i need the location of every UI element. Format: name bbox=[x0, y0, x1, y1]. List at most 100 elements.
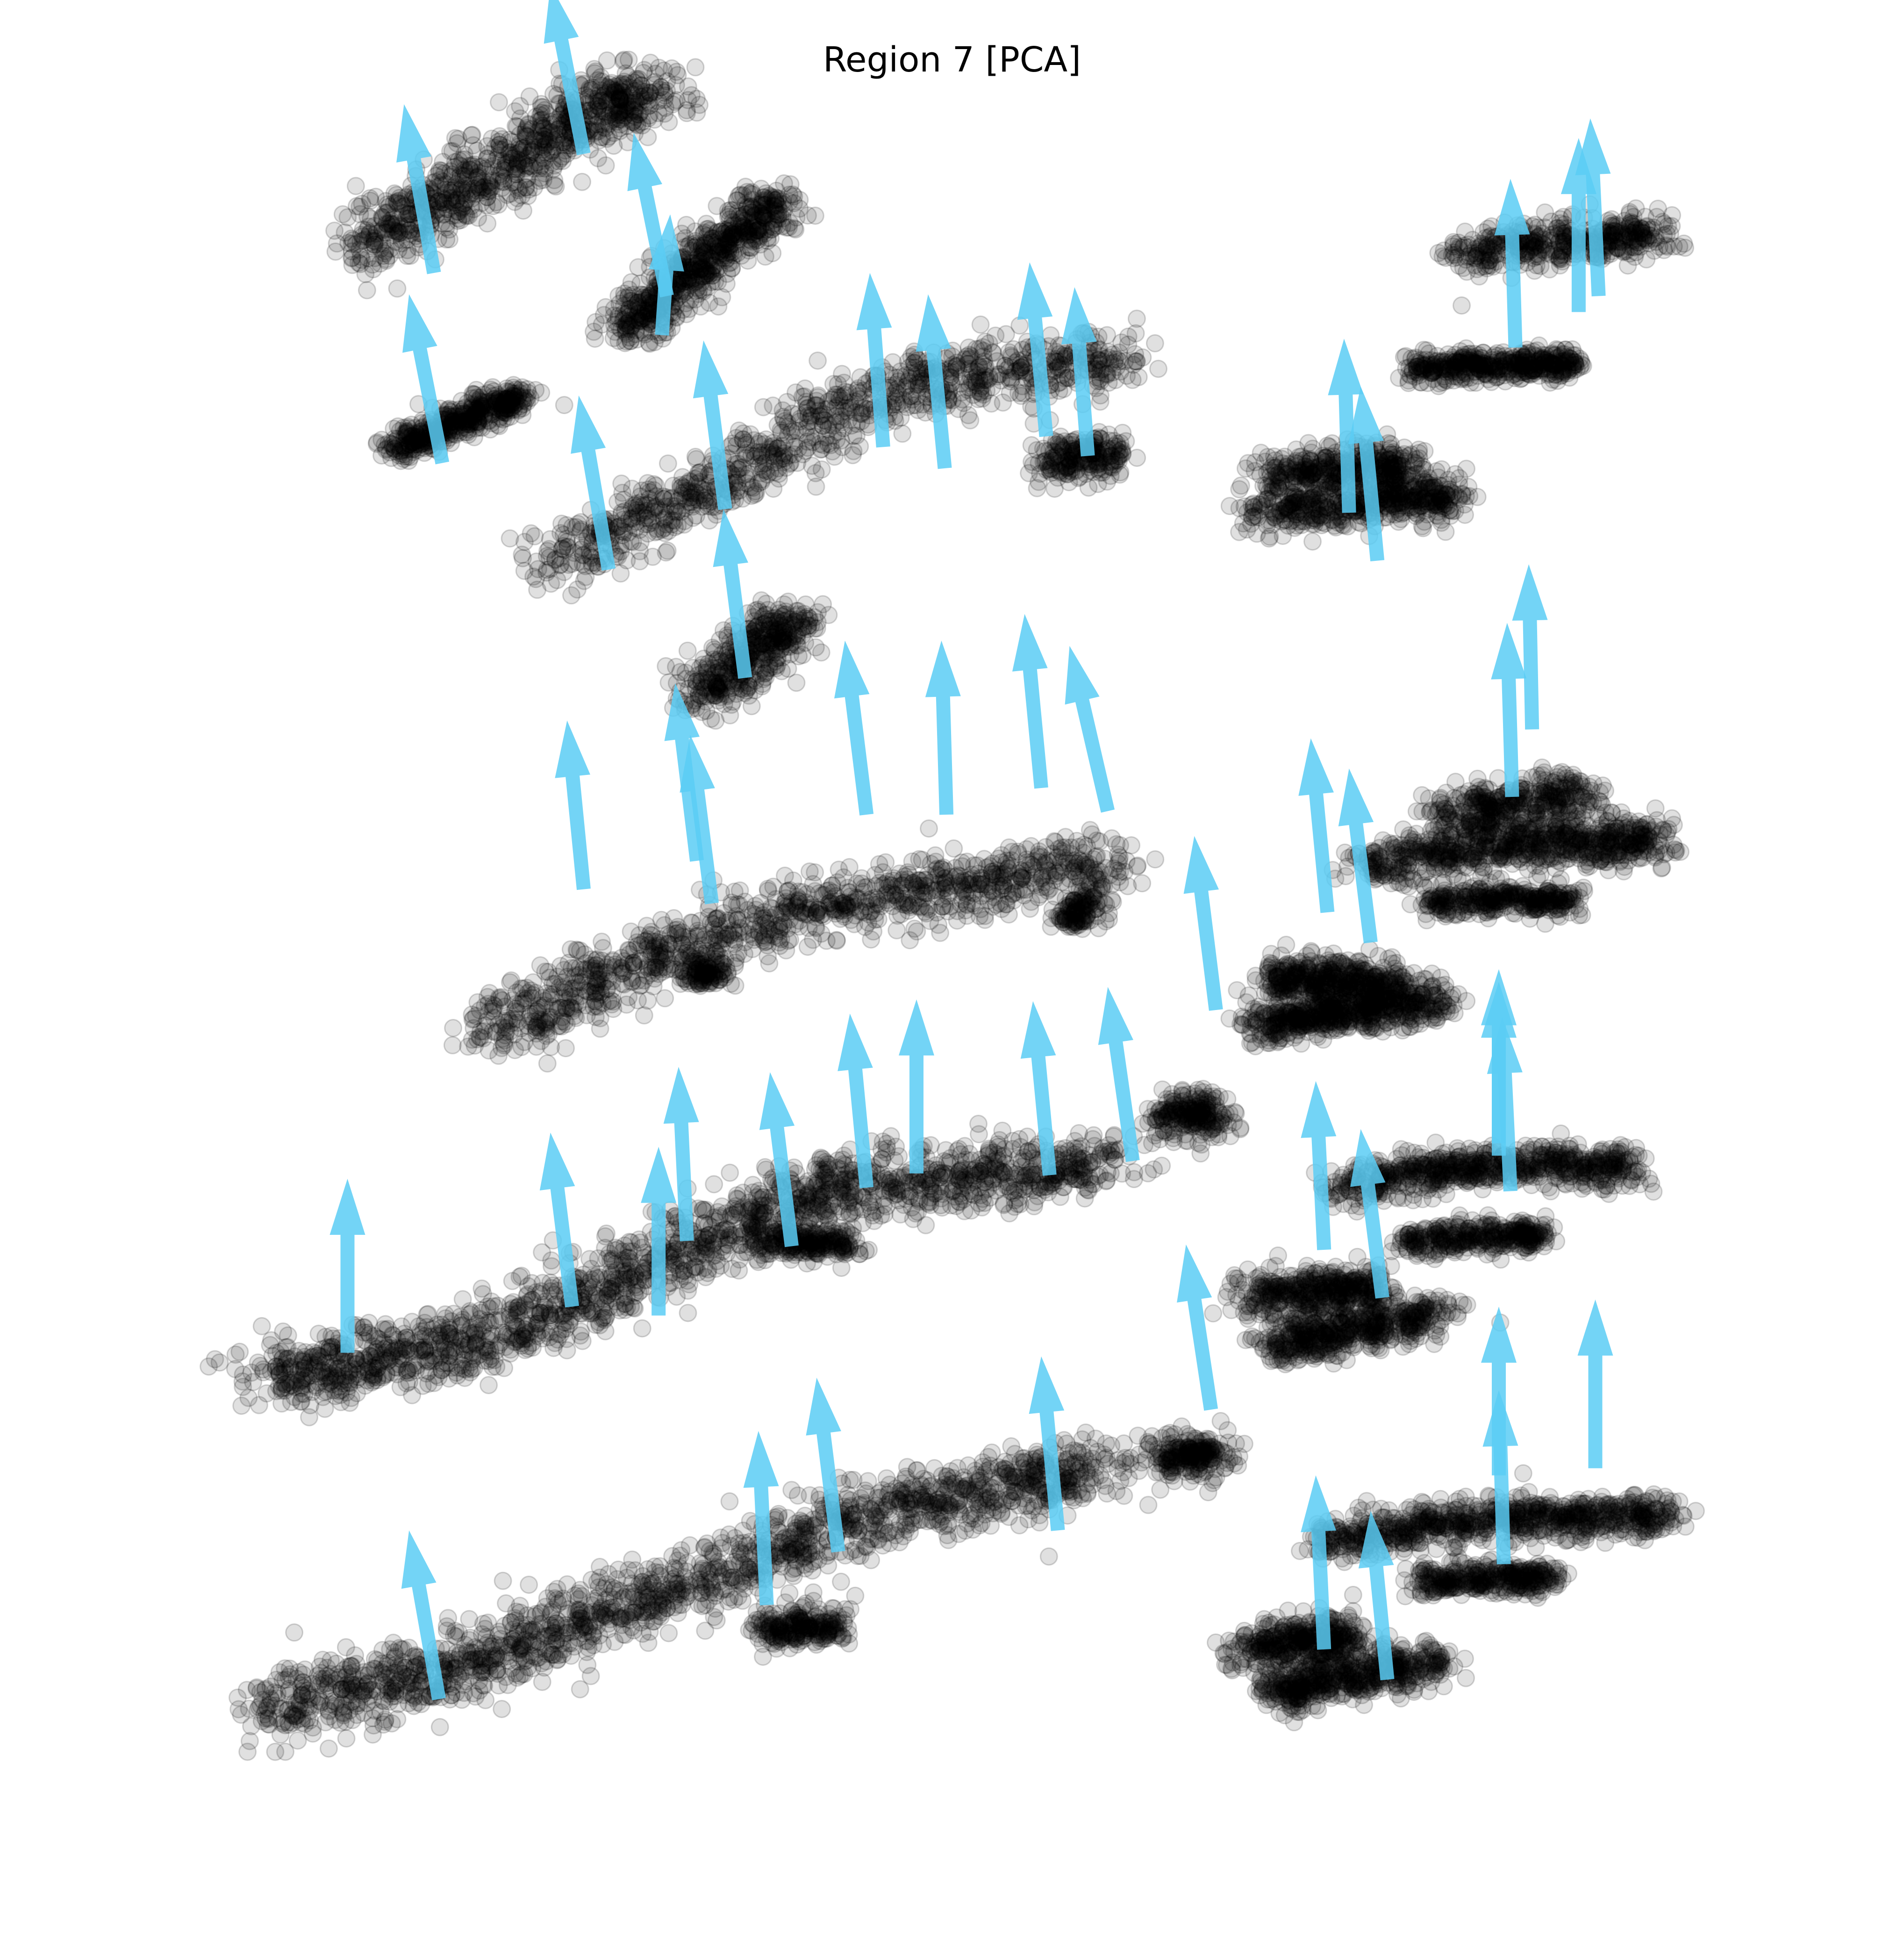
data-point bbox=[479, 215, 496, 232]
data-point bbox=[401, 436, 418, 453]
data-point bbox=[687, 59, 704, 76]
data-point bbox=[525, 568, 542, 585]
data-point bbox=[556, 397, 573, 414]
data-point bbox=[656, 511, 673, 528]
data-point bbox=[712, 238, 729, 255]
data-point bbox=[1633, 225, 1650, 242]
data-point bbox=[631, 553, 648, 570]
data-point bbox=[962, 350, 979, 366]
data-point bbox=[690, 469, 707, 486]
data-point bbox=[515, 550, 531, 566]
data-point bbox=[329, 235, 345, 252]
data-point bbox=[981, 370, 998, 387]
data-point bbox=[1607, 223, 1624, 240]
data-point bbox=[808, 478, 824, 495]
data-point bbox=[563, 587, 580, 604]
data-point bbox=[753, 473, 770, 490]
data-point bbox=[360, 250, 377, 267]
data-point bbox=[1445, 485, 1461, 502]
data-point bbox=[752, 458, 768, 475]
data-point bbox=[852, 369, 869, 386]
data-point bbox=[809, 352, 826, 369]
data-point bbox=[1551, 251, 1568, 268]
data-point bbox=[667, 77, 684, 93]
data-point bbox=[1435, 500, 1452, 517]
data-point bbox=[1259, 517, 1275, 534]
data-point bbox=[687, 449, 704, 466]
data-point bbox=[540, 121, 557, 137]
data-point bbox=[1050, 434, 1067, 451]
data-point bbox=[1232, 477, 1249, 494]
point-cluster-a7 bbox=[1391, 337, 1592, 394]
data-point bbox=[1457, 223, 1474, 240]
data-point bbox=[401, 452, 417, 469]
data-point bbox=[641, 484, 658, 501]
data-point bbox=[553, 516, 570, 532]
data-point bbox=[1415, 520, 1432, 537]
data-point bbox=[460, 207, 477, 224]
data-point bbox=[574, 173, 591, 190]
point-cluster-a3 bbox=[368, 377, 573, 469]
data-point bbox=[1567, 354, 1583, 371]
data-point bbox=[597, 157, 614, 174]
data-point bbox=[516, 157, 533, 173]
data-point bbox=[1397, 467, 1414, 484]
data-point bbox=[1535, 236, 1552, 253]
data-point bbox=[683, 87, 700, 104]
data-point bbox=[1671, 238, 1688, 255]
data-point bbox=[502, 394, 519, 410]
data-point bbox=[491, 94, 508, 111]
data-point bbox=[1550, 355, 1567, 372]
data-point bbox=[729, 205, 746, 222]
data-point bbox=[786, 188, 802, 205]
data-point bbox=[1420, 470, 1437, 487]
data-point bbox=[1382, 440, 1399, 457]
data-point bbox=[1113, 334, 1130, 351]
data-point bbox=[347, 178, 364, 194]
data-point bbox=[1008, 354, 1024, 371]
data-point bbox=[730, 422, 747, 439]
data-point bbox=[698, 215, 715, 232]
data-point bbox=[1146, 335, 1163, 352]
data-point bbox=[1304, 533, 1321, 550]
data-point bbox=[754, 208, 771, 224]
data-point bbox=[515, 202, 532, 219]
data-point bbox=[441, 231, 458, 248]
data-point bbox=[1109, 358, 1125, 375]
data-point bbox=[389, 280, 406, 297]
data-point bbox=[820, 436, 837, 452]
data-point bbox=[626, 108, 643, 125]
data-point bbox=[481, 393, 498, 410]
data-point bbox=[543, 575, 559, 592]
data-point bbox=[469, 169, 486, 186]
data-point bbox=[678, 216, 695, 233]
data-point bbox=[1453, 297, 1470, 314]
data-point bbox=[807, 208, 823, 224]
data-point bbox=[1382, 457, 1399, 473]
data-point bbox=[1021, 465, 1038, 481]
data-point bbox=[659, 542, 676, 559]
data-point bbox=[1518, 347, 1535, 364]
data-point bbox=[676, 516, 693, 533]
data-point bbox=[463, 127, 480, 143]
data-point bbox=[541, 541, 558, 558]
data-point bbox=[787, 221, 804, 238]
data-point bbox=[773, 437, 790, 454]
data-point bbox=[1551, 235, 1568, 251]
data-point bbox=[646, 74, 663, 91]
data-point bbox=[399, 247, 415, 264]
data-point bbox=[771, 466, 787, 482]
data-point bbox=[659, 455, 676, 472]
data-point bbox=[1243, 516, 1260, 532]
data-point bbox=[558, 534, 575, 551]
data-point bbox=[1127, 353, 1144, 370]
data-point bbox=[691, 487, 708, 504]
data-point bbox=[442, 143, 459, 160]
data-point bbox=[462, 186, 479, 202]
data-point bbox=[831, 389, 848, 406]
data-point bbox=[945, 357, 961, 373]
data-point bbox=[1055, 347, 1072, 364]
data-point bbox=[1150, 360, 1167, 377]
data-point bbox=[386, 441, 403, 458]
